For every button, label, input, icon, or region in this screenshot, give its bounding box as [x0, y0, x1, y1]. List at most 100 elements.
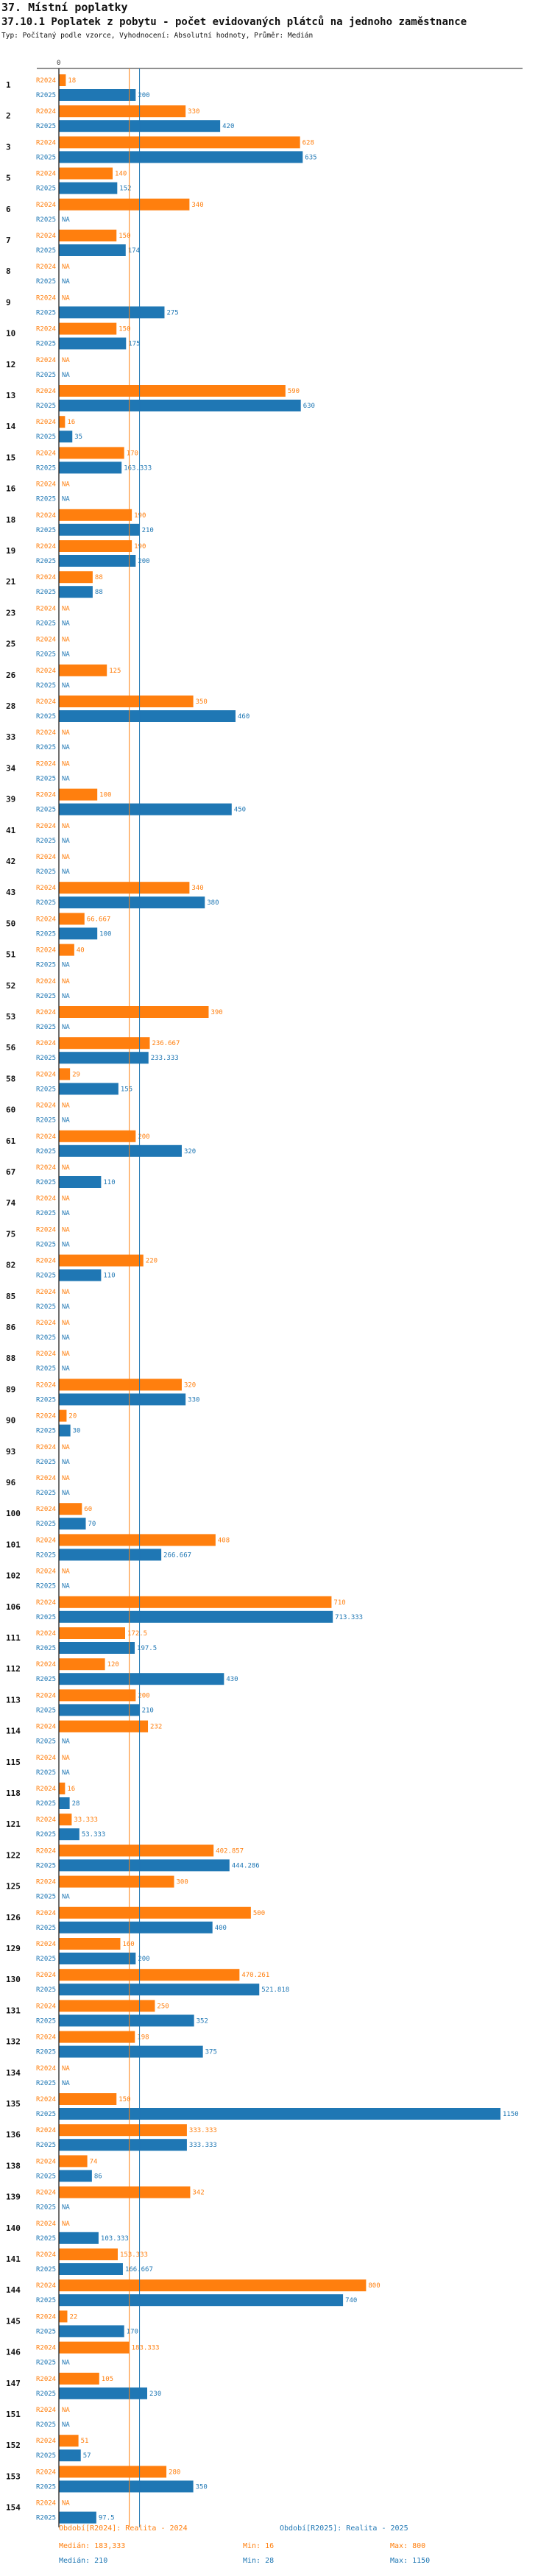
- series-label-r2025: R2025: [36, 1831, 56, 1839]
- series-label-r2024: R2024: [36, 2282, 56, 2290]
- bar-r2024: [59, 1006, 209, 1018]
- bar-r2024: [59, 509, 132, 521]
- series-label-r2025: R2025: [36, 1210, 56, 1217]
- bar-value-r2024: 100: [99, 792, 111, 799]
- bar-r2025: [59, 2449, 81, 2462]
- bar-value-r2024: 408: [218, 1537, 230, 1544]
- category-label: 118: [6, 1788, 21, 1798]
- category-label: 154: [6, 2503, 21, 2513]
- bar-r2024: [59, 230, 117, 241]
- series-label-r2025: R2025: [36, 185, 56, 193]
- series-label-r2025: R2025: [36, 620, 56, 627]
- bar-r2024: [59, 1814, 72, 1826]
- bar-value-r2024: 172.5: [127, 1630, 147, 1638]
- bar-value-r2024: 200: [138, 1133, 149, 1141]
- bar-r2024: [59, 1534, 216, 1546]
- bar-value-r2024: 20: [68, 1413, 77, 1420]
- series-label-r2025: R2025: [36, 372, 56, 379]
- series-label-r2025: R2025: [36, 899, 56, 907]
- category-label: 93: [6, 1447, 15, 1457]
- bar-value-r2024: 170: [127, 450, 138, 457]
- bar-r2025: [59, 461, 122, 474]
- legend-r2024-label: Období[R2024]: Realita - 2024: [59, 2524, 188, 2533]
- category-label: 129: [6, 1944, 21, 1953]
- category-label: 58: [6, 1074, 15, 1083]
- series-label-r2025: R2025: [36, 1614, 56, 1621]
- category-label: 60: [6, 1105, 15, 1115]
- bar-value-r2024: 140: [115, 171, 127, 178]
- series-label-r2025: R2025: [36, 92, 56, 99]
- series-label-r2024: R2024: [36, 1258, 56, 1265]
- category-label: 90: [6, 1416, 15, 1426]
- bar-value-r2025: 210: [142, 527, 154, 534]
- bar-r2024: [59, 1906, 251, 1919]
- na-label-r2025: NA: [62, 620, 70, 627]
- bar-r2025: [59, 2511, 96, 2524]
- series-label-r2024: R2024: [36, 326, 56, 333]
- bar-value-r2025: 152: [119, 185, 131, 193]
- bar-value-r2025: 635: [305, 154, 316, 161]
- bar-value-r2025: 630: [303, 403, 315, 410]
- series-label-r2024: R2024: [36, 388, 56, 395]
- series-label-r2025: R2025: [36, 1396, 56, 1404]
- series-label-r2024: R2024: [36, 2221, 56, 2228]
- series-label-r2024: R2024: [36, 294, 56, 302]
- series-label-r2025: R2025: [36, 1521, 56, 1528]
- category-label: 146: [6, 2348, 21, 2357]
- category-label: 136: [6, 2130, 21, 2140]
- series-label-r2024: R2024: [36, 1847, 56, 1855]
- category-label: 112: [6, 1664, 21, 1674]
- bar-r2024: [59, 2093, 117, 2105]
- series-label-r2024: R2024: [36, 2096, 56, 2103]
- bar-value-r2025: 713.333: [335, 1614, 363, 1621]
- bar-r2025: [59, 803, 232, 815]
- na-label-r2025: NA: [62, 1738, 70, 1746]
- category-label: 28: [6, 701, 15, 711]
- na-label-r2024: NA: [62, 1351, 70, 1358]
- bar-r2024: [59, 2279, 367, 2292]
- series-label-r2024: R2024: [36, 1133, 56, 1141]
- bar-r2025: [59, 1642, 135, 1654]
- bar-r2024: [59, 1720, 149, 1733]
- bar-r2025: [59, 1269, 102, 1281]
- category-label: 147: [6, 2379, 21, 2388]
- series-label-r2024: R2024: [36, 543, 56, 551]
- series-label-r2024: R2024: [36, 2251, 56, 2259]
- series-label-r2024: R2024: [36, 1506, 56, 1513]
- category-label: 39: [6, 795, 15, 804]
- series-label-r2024: R2024: [36, 1289, 56, 1296]
- x-axis-tick-label: 0: [57, 60, 60, 67]
- bar-r2024: [59, 944, 74, 956]
- series-label-r2025: R2025: [36, 993, 56, 1000]
- series-label-r2025: R2025: [36, 1117, 56, 1125]
- series-label-r2024: R2024: [36, 1692, 56, 1699]
- category-label: 50: [6, 919, 15, 928]
- category-label: 74: [6, 1198, 16, 1208]
- bar-r2025: [59, 2294, 344, 2307]
- bar-value-r2024: 710: [333, 1599, 345, 1607]
- category-label: 15: [6, 453, 15, 462]
- bar-value-r2024: 22: [69, 2313, 77, 2321]
- bar-value-r2025: 333.333: [189, 2142, 217, 2149]
- series-label-r2025: R2025: [36, 1428, 56, 1435]
- bar-r2025: [59, 1052, 149, 1064]
- category-label: 56: [6, 1043, 16, 1052]
- series-label-r2024: R2024: [36, 2313, 56, 2321]
- bar-r2025: [59, 431, 73, 443]
- series-label-r2025: R2025: [36, 1956, 56, 1963]
- bar-value-r2024: 342: [192, 2190, 204, 2197]
- category-label: 153: [6, 2471, 21, 2481]
- series-label-r2024: R2024: [36, 574, 56, 581]
- category-label: 152: [6, 2441, 21, 2450]
- series-label-r2024: R2024: [36, 357, 56, 364]
- na-label-r2025: NA: [62, 372, 70, 379]
- series-label-r2025: R2025: [36, 682, 56, 690]
- na-label-r2024: NA: [62, 729, 70, 737]
- bar-r2024: [59, 1254, 144, 1267]
- series-label-r2025: R2025: [36, 744, 56, 751]
- series-label-r2024: R2024: [36, 1103, 56, 1110]
- bar-r2024: [59, 1596, 332, 1608]
- series-label-r2024: R2024: [36, 2376, 56, 2383]
- na-label-r2024: NA: [62, 1475, 70, 1482]
- series-label-r2024: R2024: [36, 854, 56, 861]
